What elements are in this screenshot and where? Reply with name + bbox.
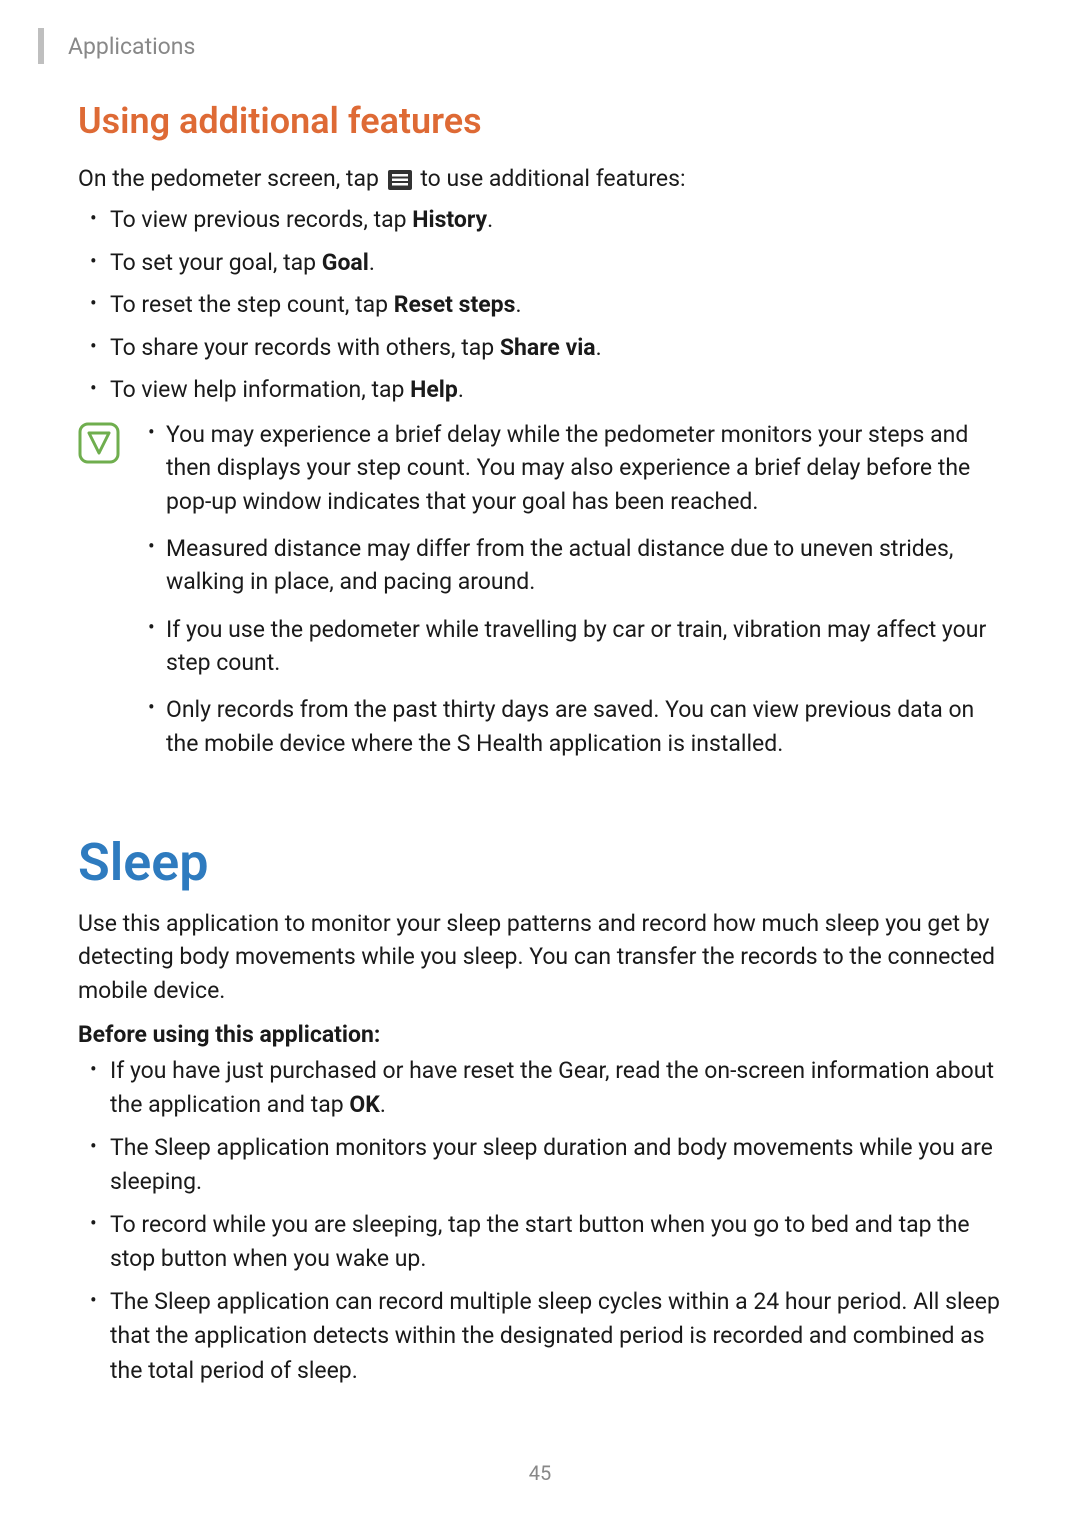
list-item: The Sleep application monitors your slee… bbox=[78, 1131, 1002, 1200]
page-header: Applications bbox=[38, 28, 195, 64]
list-item: You may experience a brief delay while t… bbox=[138, 418, 1002, 518]
list-item: To view previous records, tap History. bbox=[78, 203, 1002, 238]
note-icon bbox=[78, 422, 120, 464]
section-heading-additional-features: Using additional features bbox=[78, 100, 1002, 142]
list-item: The Sleep application can record multipl… bbox=[78, 1285, 1002, 1389]
before-using-subheading: Before using this application: bbox=[78, 1021, 1002, 1048]
pedometer-intro: On the pedometer screen, tap to use addi… bbox=[78, 162, 1002, 195]
header-accent-bar bbox=[38, 28, 44, 64]
list-item: If you use the pedometer while travellin… bbox=[138, 613, 1002, 680]
list-item: To reset the step count, tap Reset steps… bbox=[78, 288, 1002, 323]
sleep-bullets: If you have just purchased or have reset… bbox=[78, 1054, 1002, 1389]
list-item: To record while you are sleeping, tap th… bbox=[78, 1208, 1002, 1277]
list-item: Only records from the past thirty days a… bbox=[138, 693, 1002, 760]
list-item: To share your records with others, tap S… bbox=[78, 331, 1002, 366]
main-heading-sleep: Sleep bbox=[78, 832, 1002, 893]
list-item: If you have just purchased or have reset… bbox=[78, 1054, 1002, 1123]
breadcrumb: Applications bbox=[68, 33, 195, 60]
page-number: 45 bbox=[0, 1461, 1080, 1485]
page-content: Using additional features On the pedomet… bbox=[78, 100, 1002, 1396]
notes-list: You may experience a brief delay while t… bbox=[138, 418, 1002, 774]
menu-icon bbox=[387, 169, 413, 191]
sleep-intro: Use this application to monitor your sle… bbox=[78, 907, 1002, 1007]
intro-text-after: to use additional features: bbox=[420, 165, 685, 192]
list-item: Measured distance may differ from the ac… bbox=[138, 532, 1002, 599]
intro-text-before: On the pedometer screen, tap bbox=[78, 165, 379, 192]
features-list: To view previous records, tap History. T… bbox=[78, 203, 1002, 408]
list-item: To set your goal, tap Goal. bbox=[78, 246, 1002, 281]
note-block: You may experience a brief delay while t… bbox=[78, 418, 1002, 774]
list-item: To view help information, tap Help. bbox=[78, 373, 1002, 408]
